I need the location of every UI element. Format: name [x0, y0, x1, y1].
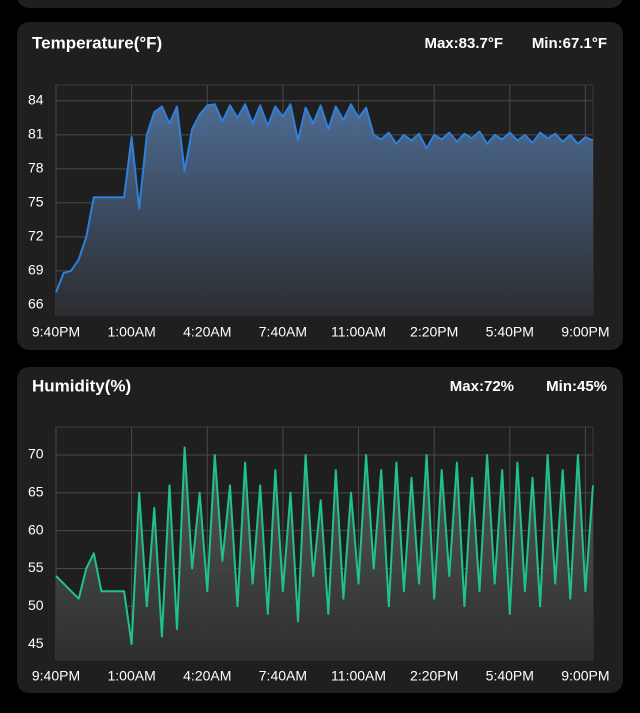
y-tick-label: 69 [28, 262, 44, 278]
y-tick-label: 50 [28, 597, 44, 613]
x-tick-label: 7:40AM [259, 324, 307, 340]
y-tick-label: 70 [28, 446, 44, 462]
min-label: Min:67.1°F [532, 35, 607, 52]
y-tick-label: 75 [28, 194, 44, 210]
x-tick-label: 5:40PM [486, 668, 534, 684]
y-tick-label: 78 [28, 160, 44, 176]
area [56, 104, 593, 315]
y-tick-label: 45 [28, 635, 44, 651]
x-tick-label: 2:20PM [410, 668, 458, 684]
x-tick-label: 4:20AM [183, 668, 231, 684]
max-label: Max:83.7°F [424, 35, 503, 52]
x-tick-label: 1:00AM [108, 668, 156, 684]
x-tick-label: 4:20AM [183, 324, 231, 340]
y-tick-label: 65 [28, 484, 44, 500]
line [55, 446, 594, 646]
x-tick-label: 1:00AM [108, 324, 156, 340]
x-tick-label: 7:40AM [259, 668, 307, 684]
y-tick-label: 55 [28, 559, 44, 575]
line [55, 103, 594, 293]
chart-title: Temperature(°F) [32, 33, 162, 52]
y-tick-label: 81 [28, 126, 44, 142]
y-tick-label: 84 [28, 92, 44, 108]
max-label: Max:72% [450, 378, 514, 395]
x-tick-label: 2:20PM [410, 324, 458, 340]
card-top [17, 0, 623, 8]
min-label: Min:45% [546, 378, 607, 395]
y-tick-label: 72 [28, 228, 44, 244]
y-tick-label: 60 [28, 521, 44, 537]
x-tick-label: 9:40PM [32, 324, 80, 340]
x-tick-label: 5:40PM [486, 324, 534, 340]
x-tick-label: 9:00PM [561, 324, 609, 340]
chart-title: Humidity(%) [32, 376, 131, 395]
x-tick-label: 11:00AM [331, 668, 386, 684]
y-tick-label: 66 [28, 296, 44, 312]
x-tick-label: 11:00AM [331, 324, 386, 340]
x-tick-label: 9:00PM [561, 668, 609, 684]
x-tick-label: 9:40PM [32, 668, 80, 684]
